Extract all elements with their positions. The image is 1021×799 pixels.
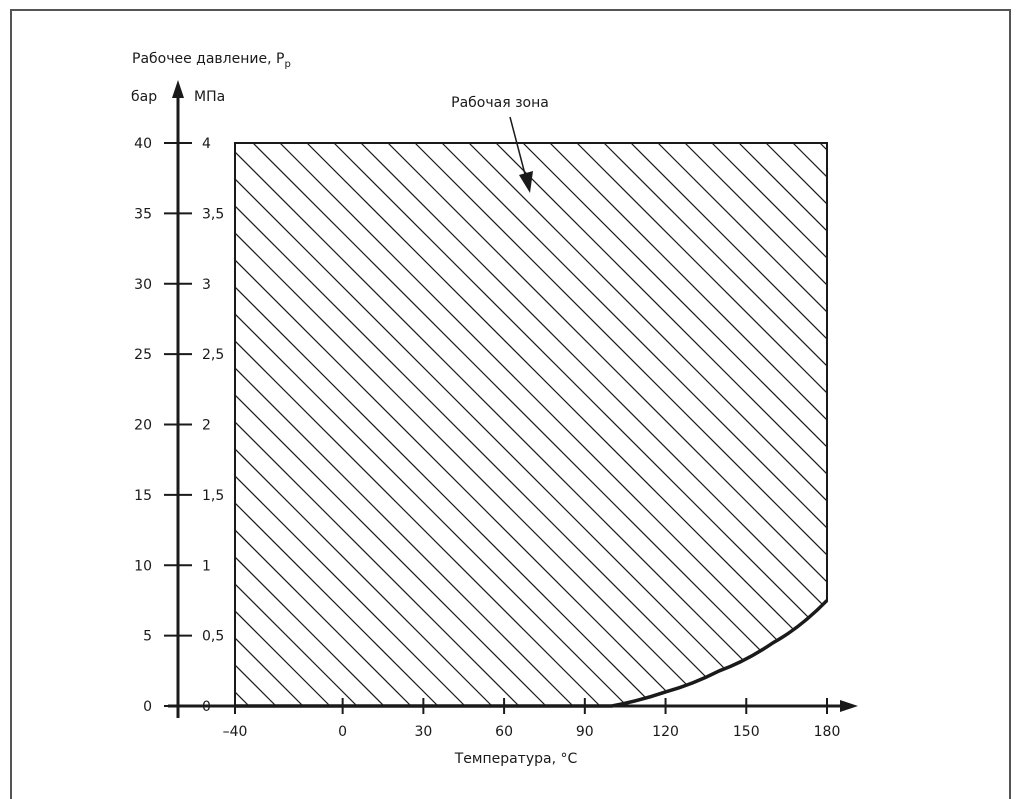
hatch-line — [199, 143, 762, 706]
hatch-line — [442, 143, 1005, 706]
y-tick-label-bar: 40 — [134, 136, 152, 152]
y-tick-label-mpa: 3,5 — [202, 206, 224, 222]
y-tick-label-bar: 30 — [134, 277, 152, 293]
hatch-line — [604, 143, 1021, 706]
y-tick-label-mpa: 0 — [202, 699, 211, 715]
x-tick-label: 0 — [338, 724, 347, 740]
hatch-line — [658, 143, 1021, 706]
x-tick-label: –40 — [223, 724, 248, 740]
working-zone-outline — [235, 143, 827, 706]
annotation-arrow — [519, 171, 533, 193]
y-axis-arrow — [172, 80, 184, 98]
hatch-line — [0, 143, 519, 706]
y-tick-label-bar: 15 — [134, 488, 152, 504]
x-tick-label: 150 — [733, 724, 760, 740]
hatch-line — [415, 143, 978, 706]
hatch-line — [253, 143, 816, 706]
hatch-line — [307, 143, 870, 706]
hatch-line — [820, 143, 1021, 706]
y-tick-label-mpa: 2 — [202, 418, 211, 434]
y-tick-label-bar: 5 — [143, 629, 152, 645]
hatch-line — [577, 143, 1021, 706]
working-zone-label: Рабочая зона — [451, 95, 549, 111]
hatch-line — [334, 143, 897, 706]
y-axis-title: Рабочее давление, Pp — [132, 51, 291, 70]
y-tick-label-mpa: 0,5 — [202, 629, 224, 645]
hatch-line — [469, 143, 1021, 706]
y-units-bar: бар — [131, 89, 157, 105]
y-tick-label-bar: 35 — [134, 206, 152, 222]
y-tick-label-mpa: 4 — [202, 136, 211, 152]
hatch-line — [37, 143, 600, 706]
x-tick-label: 90 — [576, 724, 594, 740]
x-tick-label: 60 — [495, 724, 513, 740]
hatch-line — [361, 143, 924, 706]
annotation-leader — [510, 117, 526, 178]
y-tick-label-mpa: 1,5 — [202, 488, 224, 504]
y-tick-label-bar: 10 — [134, 558, 152, 574]
hatch-line — [145, 143, 708, 706]
y-units-mpa: МПа — [194, 89, 225, 105]
hatch-line — [0, 143, 249, 706]
hatch-line — [685, 143, 1021, 706]
hatch-line — [0, 143, 465, 706]
hatch-line — [847, 143, 1021, 706]
x-tick-label: 30 — [414, 724, 432, 740]
hatch-line — [388, 143, 951, 706]
hatch-line — [10, 143, 573, 706]
hatch-line — [523, 143, 1021, 706]
y-tick-label-bar: 20 — [134, 418, 152, 434]
hatch-line — [280, 143, 843, 706]
y-tick-label-mpa: 2,5 — [202, 347, 224, 363]
hatch-line — [739, 143, 1021, 706]
y-tick-label-bar: 25 — [134, 347, 152, 363]
hatch-line — [172, 143, 735, 706]
working-zone-hatch — [0, 143, 1021, 706]
x-axis-title: Температура, °C — [454, 751, 578, 767]
y-tick-label-bar: 0 — [143, 699, 152, 715]
x-axis-arrow — [840, 700, 858, 712]
hatch-line — [226, 143, 789, 706]
y-tick-label-mpa: 3 — [202, 277, 211, 293]
x-tick-label: 120 — [652, 724, 679, 740]
y-tick-label-mpa: 1 — [202, 558, 211, 574]
x-tick-label: 180 — [814, 724, 841, 740]
